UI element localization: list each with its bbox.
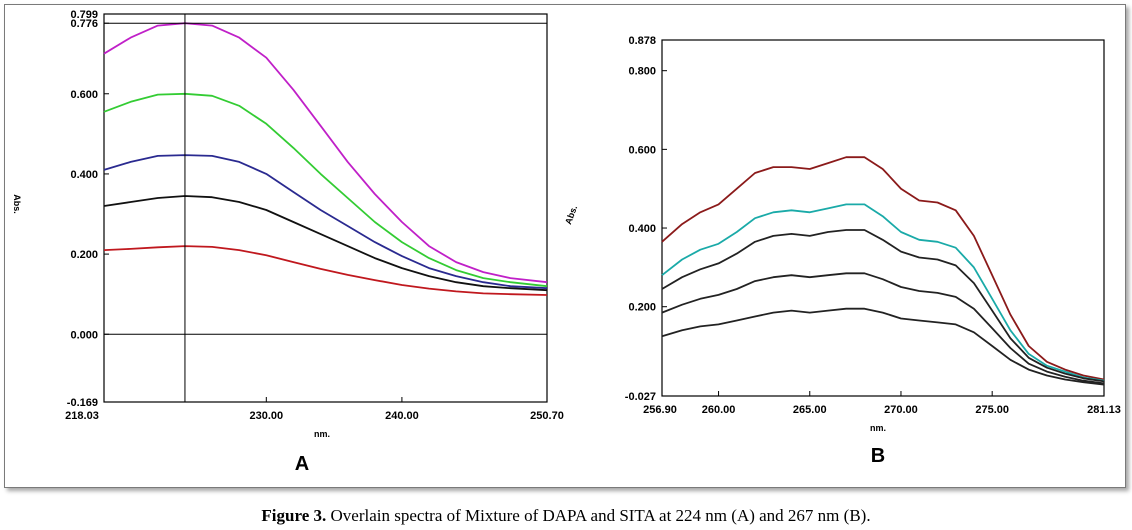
panel-b-ytick-label: 0.800: [628, 66, 656, 78]
caption-text: Overlain spectra of Mixture of DAPA and …: [330, 506, 871, 525]
panel-a-series-line-3: [103, 154, 548, 290]
panel-b-xlabel: nm.: [870, 423, 886, 433]
panel-b-ytick-label: 0.600: [628, 144, 656, 156]
panel-b-ytick-label: 0.400: [628, 223, 656, 235]
panel-a-series-group: [103, 22, 548, 296]
panel-b-xtick-label: 275.00: [975, 404, 1009, 416]
panel-b-series-line-5: [661, 307, 1105, 386]
panel-b-series-group: [661, 156, 1105, 386]
panel-a-xlabel: nm.: [314, 429, 330, 439]
panel-b-xtick-label: 281.13: [1087, 404, 1121, 416]
panel-a-ytick-label: 0.000: [70, 329, 98, 341]
panel-a-plot-area: [103, 13, 548, 403]
panel-a-cursor: [104, 14, 547, 402]
panel-b-label: B: [871, 445, 885, 467]
panel-a-xtick-label: 230.00: [249, 410, 283, 422]
caption-label: Figure 3.: [261, 506, 327, 525]
panel-b-xtick-label: 256.90: [643, 404, 677, 416]
panel-a-ytick-label: 0.200: [70, 249, 98, 261]
panel-a-xtick-label: 250.70: [530, 410, 564, 422]
panel-b-series-line-3: [661, 229, 1105, 383]
panel-a-ytick-label: 0.799: [70, 9, 98, 21]
panel-a-xtick-label: 218.03: [65, 410, 99, 422]
panel-b-series-line-1: [661, 156, 1105, 381]
panel-a-series-line-2: [103, 92, 548, 288]
panel-a-ytick-label: 0.600: [70, 89, 98, 101]
panel-b-plot-area: [661, 39, 1105, 397]
panel-a-ytick-label: 0.776: [70, 18, 98, 30]
panel-a-ytick-label: -0.169: [67, 397, 98, 409]
panel-b-xtick-label: 270.00: [884, 404, 918, 416]
panel-b-ytick-label: 0.200: [628, 302, 656, 314]
panel-b-ylabel: Abs.: [563, 204, 579, 226]
panel-b-series-line-4: [661, 272, 1105, 385]
panel-a-label: A: [295, 453, 309, 475]
panel-b-xtick-label: 265.00: [793, 404, 827, 416]
panel-b-ytick-label: -0.027: [625, 391, 656, 403]
panel-a-ylabel: Abs.: [12, 194, 22, 214]
panel-a-series-line-5: [103, 245, 548, 296]
panel-b-series-line-2: [661, 203, 1105, 382]
panel-a-ytick-label: 0.400: [70, 169, 98, 181]
panel-b-ytick-label: 0.878: [628, 35, 656, 47]
panel-a-xtick-label: 240.00: [385, 410, 419, 422]
panel-a-series-line-4: [103, 195, 548, 292]
panel-b-xtick-label: 260.00: [702, 404, 736, 416]
panel-a-series-line-1: [103, 22, 548, 284]
figure-caption: Figure 3. Overlain spectra of Mixture of…: [0, 506, 1132, 526]
